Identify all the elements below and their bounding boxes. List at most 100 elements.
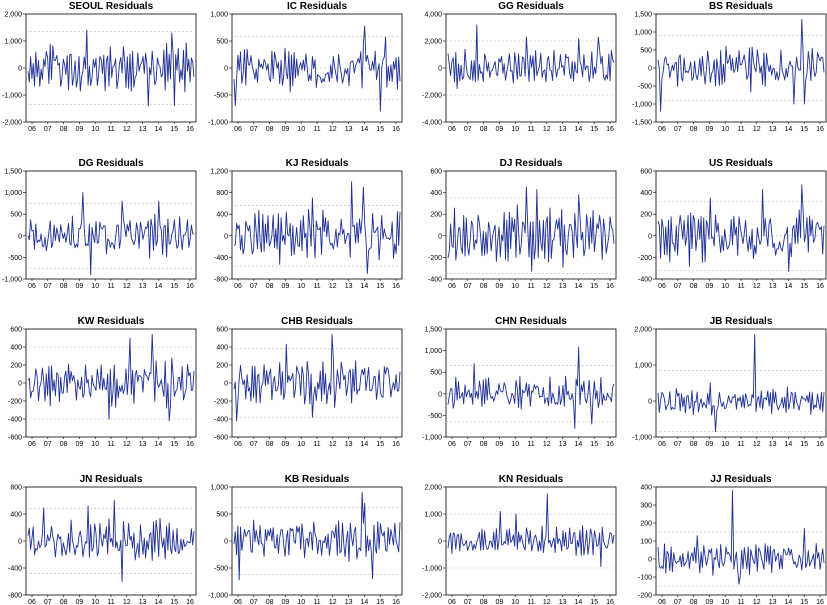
residual-panel: KB Residuals -1,000 -500 0 500 1,000 06 07 08 09 1… bbox=[208, 474, 403, 605]
x-tick-label: 11 bbox=[313, 283, 320, 290]
residual-series-line bbox=[447, 24, 615, 90]
y-tick-label: 0 bbox=[648, 233, 652, 240]
residual-panel: DG Residuals -1,000 -500 0 500 1,000 1,500 06 07… bbox=[2, 158, 197, 290]
x-tick-label: 10 bbox=[91, 283, 99, 290]
x-tick-label: 13 bbox=[559, 126, 567, 133]
y-tick-label: 0 bbox=[224, 233, 228, 240]
y-tick-label: 200 bbox=[640, 212, 652, 219]
y-tick-label: -200 bbox=[8, 399, 22, 406]
plot-frame bbox=[25, 170, 197, 280]
residual-panel: JJ Residuals -200 -100 0 100 200 300 400 06 07 08 0… bbox=[638, 474, 827, 605]
x-tick-label: 14 bbox=[785, 441, 793, 448]
x-tick-label: 13 bbox=[345, 599, 353, 605]
x-tick-label: 12 bbox=[123, 599, 131, 605]
residual-series-line bbox=[27, 500, 195, 582]
x-tick-label: 13 bbox=[769, 283, 777, 290]
y-tick-label: 600 bbox=[10, 327, 22, 334]
y-tick-label: 0 bbox=[648, 66, 652, 73]
y-tick-label: 0 bbox=[18, 539, 22, 546]
x-tick-label: 10 bbox=[721, 126, 729, 133]
x-tick-label: 15 bbox=[376, 283, 384, 290]
x-tick-label: 09 bbox=[76, 283, 84, 290]
y-tick-label: -400 bbox=[214, 255, 228, 262]
y-tick-label: 600 bbox=[216, 327, 228, 334]
x-tick-label: 13 bbox=[139, 441, 147, 448]
residual-panel: CHB Residuals -600 -400 -200 0 200 400 600 06 07 0… bbox=[214, 316, 403, 448]
y-tick-label: 4,000 bbox=[424, 12, 442, 19]
y-tick-label: 800 bbox=[10, 485, 22, 492]
y-tick-label: 1,000 bbox=[424, 512, 442, 519]
x-tick-label: 13 bbox=[139, 283, 147, 290]
x-tick-label: 12 bbox=[329, 599, 337, 605]
x-tick-label: 13 bbox=[559, 283, 567, 290]
x-tick-label: 15 bbox=[590, 441, 598, 448]
panel-title: JJ Residuals bbox=[710, 474, 772, 485]
x-tick-label: 10 bbox=[721, 599, 729, 605]
x-tick-label: 16 bbox=[606, 441, 614, 448]
residual-panel: JN Residuals -800 -400 0 400 800 06 07 08 09 10 11 1… bbox=[8, 474, 197, 605]
panel-title: SEOUL Residuals bbox=[69, 1, 154, 12]
x-tick-label: 10 bbox=[91, 441, 99, 448]
y-tick-label: 400 bbox=[10, 512, 22, 519]
residual-panel: IC Residuals -1,000 -500 0 500 1,000 06 07 08 09 1… bbox=[208, 1, 403, 133]
y-tick-label: -2,000 bbox=[422, 93, 442, 100]
x-tick-label: 08 bbox=[690, 283, 698, 290]
y-tick-label: 0 bbox=[438, 66, 442, 73]
x-tick-label: 16 bbox=[816, 599, 824, 605]
y-tick-label: 300 bbox=[640, 503, 652, 510]
y-tick-label: 1,000 bbox=[4, 39, 22, 46]
x-tick-label: 12 bbox=[329, 283, 337, 290]
residual-panel: CHN Residuals -1,000 -500 0 500 1,000 1,500 06 0… bbox=[422, 316, 617, 448]
y-tick-label: 1,000 bbox=[634, 363, 652, 370]
y-tick-label: -1,000 bbox=[2, 93, 22, 100]
residual-panel: KJ Residuals -800 -400 0 400 800 1,200 06 07 08 09… bbox=[210, 158, 403, 290]
x-tick-label: 16 bbox=[392, 283, 400, 290]
x-tick-label: 06 bbox=[658, 283, 666, 290]
x-tick-label: 11 bbox=[313, 126, 320, 133]
x-tick-label: 16 bbox=[606, 283, 614, 290]
residual-panel: GG Residuals -4,000 -2,000 0 2,000 4,000 06 07 0… bbox=[422, 1, 617, 133]
x-tick-label: 06 bbox=[448, 283, 456, 290]
x-tick-label: 11 bbox=[107, 441, 114, 448]
x-tick-label: 10 bbox=[721, 283, 729, 290]
x-tick-label: 09 bbox=[496, 126, 504, 133]
y-tick-label: 400 bbox=[430, 190, 442, 197]
plot-frame bbox=[655, 486, 827, 596]
x-tick-label: 15 bbox=[800, 126, 808, 133]
x-tick-label: 13 bbox=[345, 126, 353, 133]
x-tick-label: 10 bbox=[511, 126, 519, 133]
residual-series-line bbox=[657, 490, 825, 585]
x-tick-label: 11 bbox=[527, 283, 534, 290]
x-tick-label: 08 bbox=[480, 441, 488, 448]
y-tick-label: 400 bbox=[10, 345, 22, 352]
x-tick-label: 10 bbox=[511, 283, 519, 290]
y-tick-label: 0 bbox=[18, 381, 22, 388]
x-tick-label: 10 bbox=[297, 599, 305, 605]
y-tick-label: 1,200 bbox=[210, 169, 228, 176]
x-tick-label: 09 bbox=[496, 283, 504, 290]
residual-panel: KW Residuals -600 -400 -200 0 200 400 600 06 07 08… bbox=[8, 316, 197, 448]
x-tick-label: 12 bbox=[543, 283, 551, 290]
x-tick-label: 08 bbox=[690, 441, 698, 448]
x-tick-label: 11 bbox=[527, 441, 534, 448]
y-tick-label: -400 bbox=[8, 417, 22, 424]
y-tick-label: 2,000 bbox=[424, 485, 442, 492]
x-tick-label: 14 bbox=[575, 283, 583, 290]
panel-title: KW Residuals bbox=[78, 316, 145, 327]
x-tick-label: 14 bbox=[785, 126, 793, 133]
x-tick-label: 09 bbox=[706, 126, 714, 133]
x-tick-label: 07 bbox=[250, 599, 258, 605]
x-tick-label: 08 bbox=[266, 283, 274, 290]
x-tick-label: 16 bbox=[606, 126, 614, 133]
x-tick-label: 06 bbox=[28, 441, 36, 448]
x-tick-label: 15 bbox=[800, 283, 808, 290]
x-tick-label: 12 bbox=[123, 441, 131, 448]
y-tick-label: 2,000 bbox=[634, 327, 652, 334]
x-tick-label: 09 bbox=[706, 599, 714, 605]
y-tick-label: 0 bbox=[224, 66, 228, 73]
y-tick-label: -800 bbox=[8, 593, 22, 600]
x-tick-label: 10 bbox=[511, 441, 519, 448]
y-tick-label: 400 bbox=[216, 212, 228, 219]
y-tick-label: -400 bbox=[8, 566, 22, 573]
x-tick-label: 15 bbox=[170, 126, 178, 133]
